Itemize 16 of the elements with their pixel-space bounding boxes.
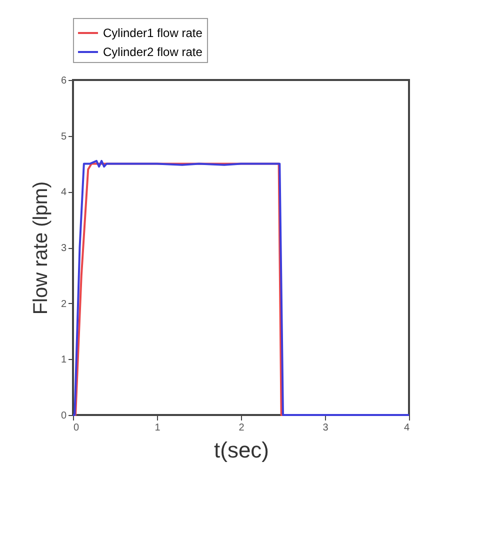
y-tick-label: 2 — [60, 298, 67, 310]
y-tick-label: 6 — [60, 76, 67, 86]
x-tick-label: 1 — [154, 422, 161, 434]
legend-label: Cylinder1 flow rate — [103, 26, 203, 40]
y-tick-label: 0 — [60, 410, 67, 422]
x-tick-label: 3 — [322, 422, 329, 434]
legend-label: Cylinder2 flow rate — [103, 45, 203, 59]
y-tick-label: 1 — [60, 354, 67, 366]
y-tick-label: 5 — [60, 131, 67, 142]
x-tick-label: 0 — [74, 422, 80, 434]
x-axis-title: t(sec) — [214, 438, 269, 462]
y-tick-label: 3 — [60, 243, 67, 254]
y-axis-title: Flow rate (lpm) — [30, 181, 52, 315]
x-tick-label: 2 — [238, 422, 245, 434]
y-tick-label: 4 — [60, 187, 67, 198]
x-tick-label: 4 — [404, 422, 410, 434]
